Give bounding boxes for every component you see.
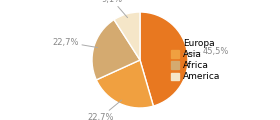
Wedge shape	[140, 12, 188, 106]
Text: 9,1%: 9,1%	[101, 0, 128, 18]
Wedge shape	[96, 60, 153, 108]
Text: 45,5%: 45,5%	[184, 47, 229, 56]
Legend: Europa, Asia, Africa, America: Europa, Asia, Africa, America	[171, 39, 220, 81]
Wedge shape	[92, 20, 140, 80]
Wedge shape	[114, 12, 140, 60]
Text: 22,7%: 22,7%	[53, 38, 98, 48]
Text: 22,7%: 22,7%	[87, 100, 122, 120]
